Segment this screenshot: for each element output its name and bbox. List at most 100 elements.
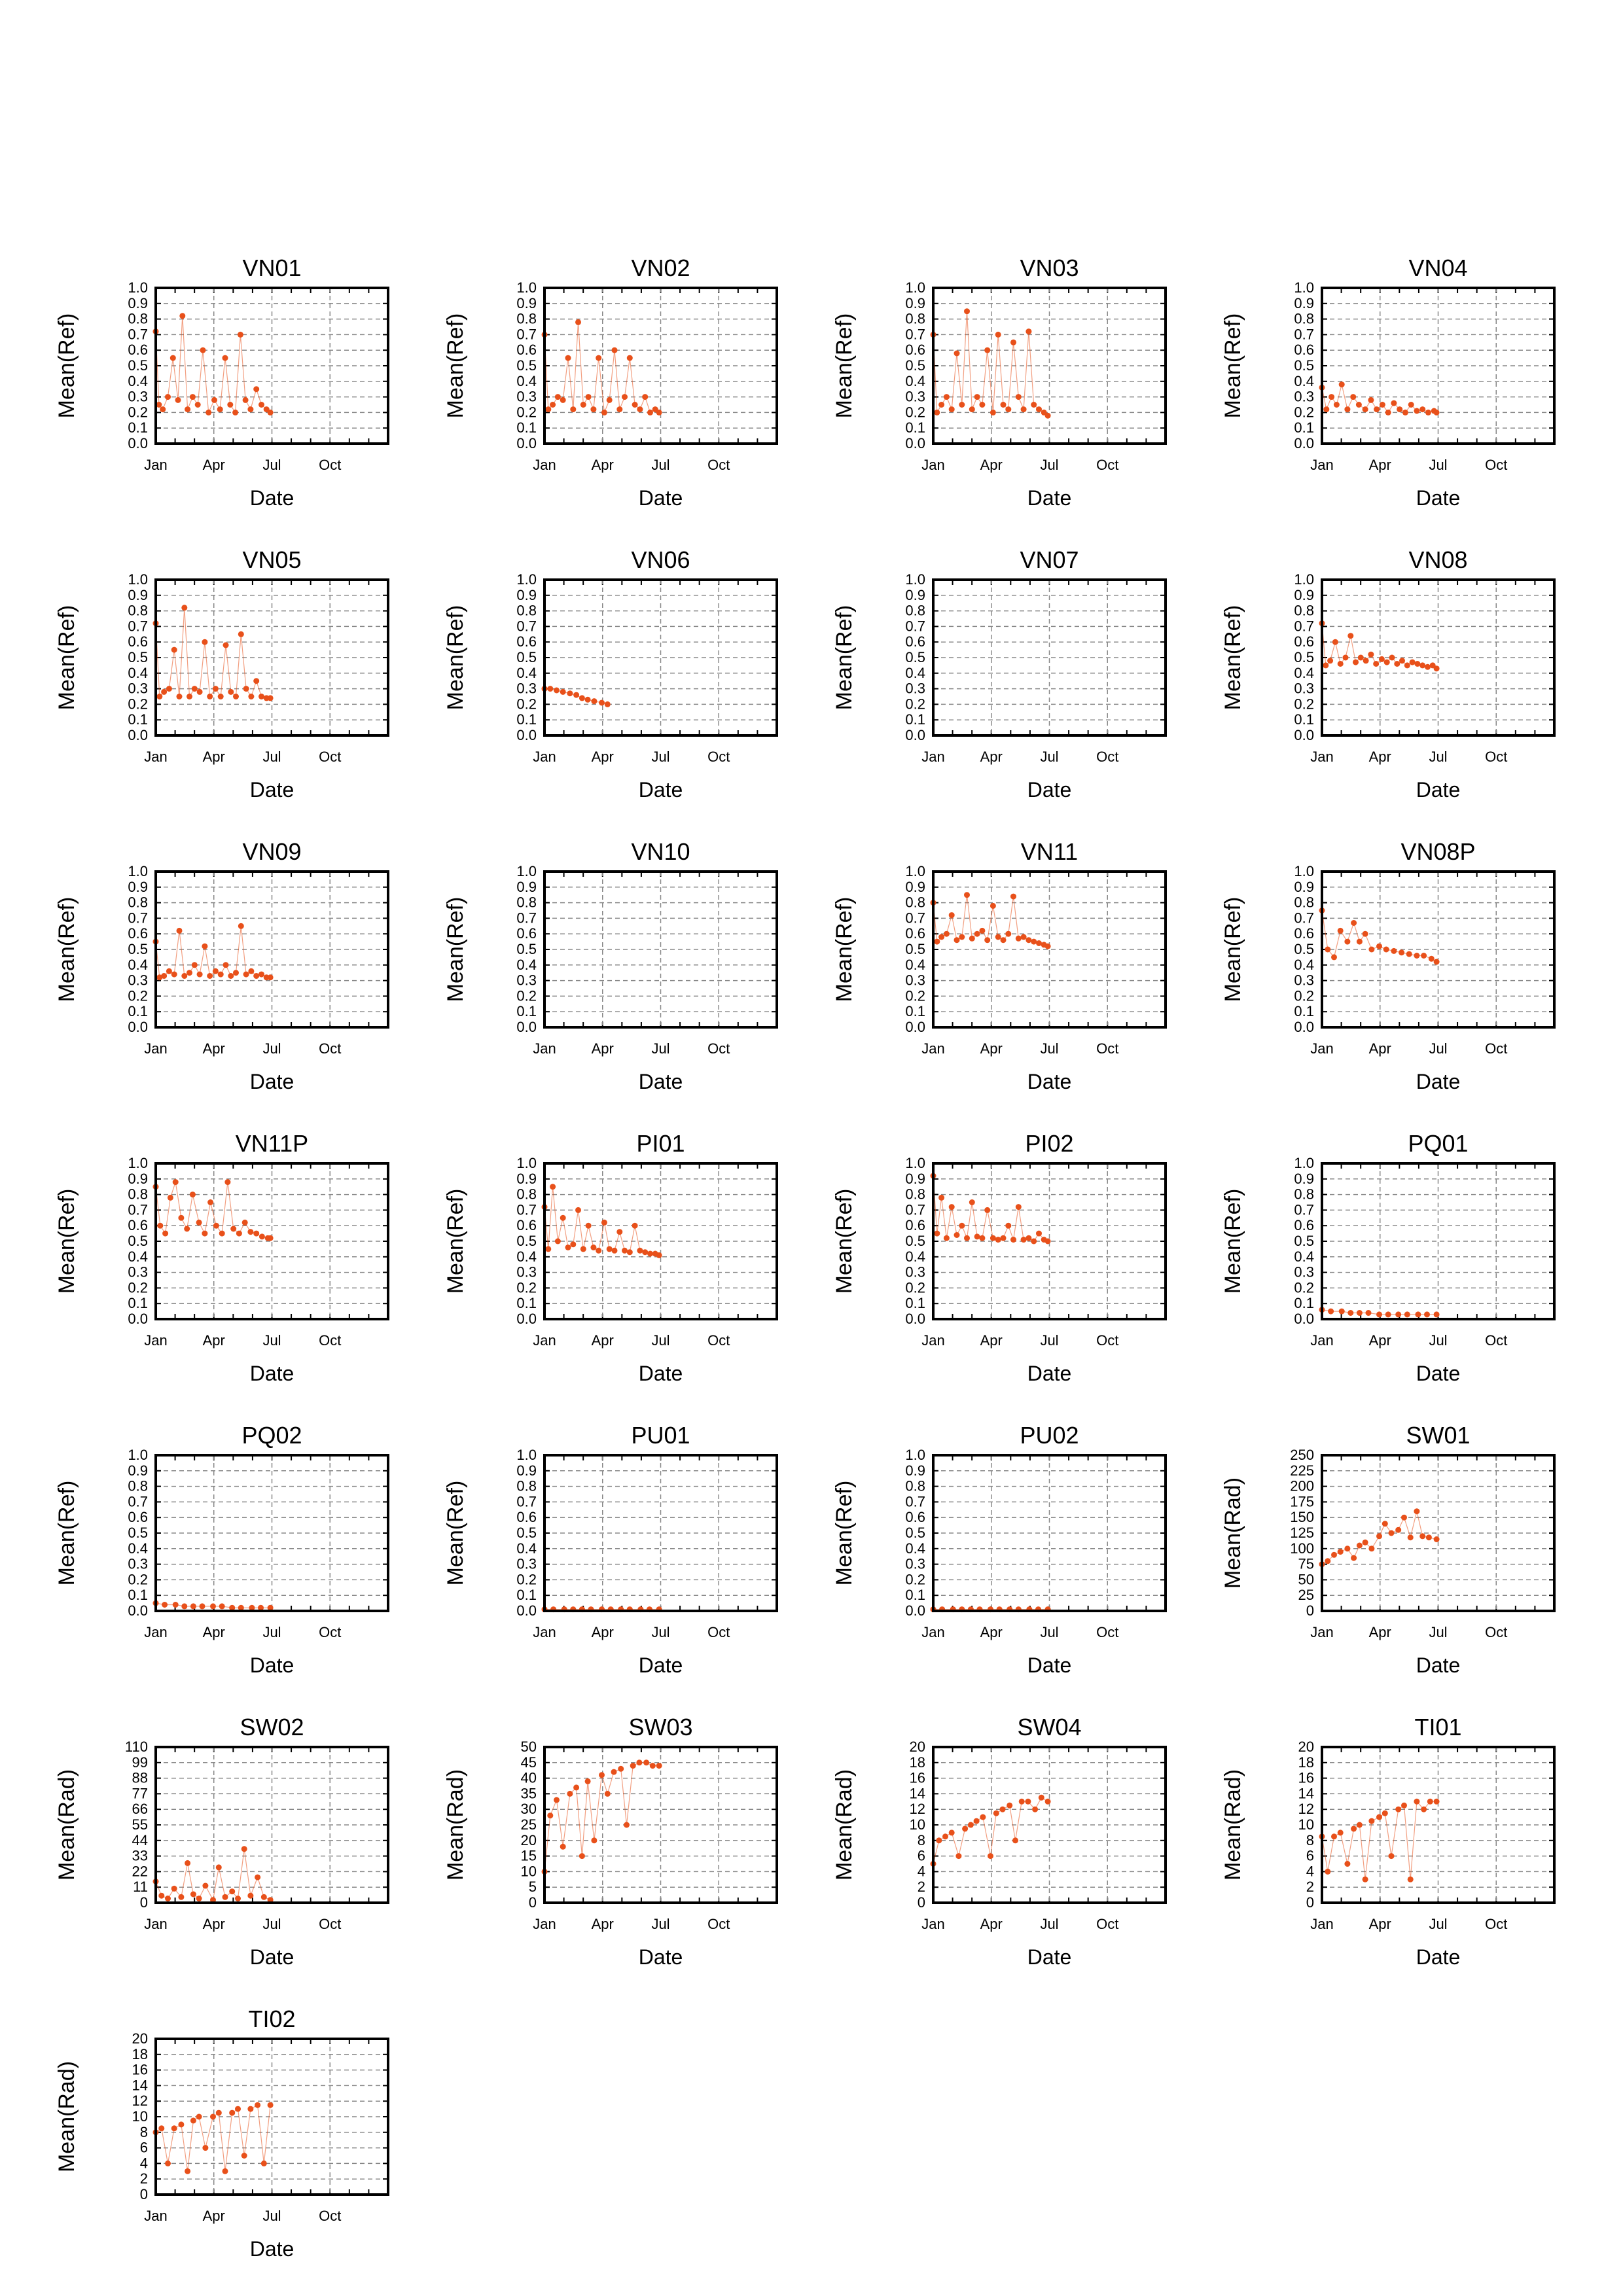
data-point xyxy=(189,394,196,400)
x-tick-label: Jan xyxy=(144,1332,167,1349)
x-axis-label: Date xyxy=(1416,486,1461,510)
y-tick-label: 0.1 xyxy=(128,711,148,728)
data-point xyxy=(616,1229,623,1235)
y-tick-label: 0.4 xyxy=(516,1248,537,1265)
data-point xyxy=(943,394,950,400)
data-point xyxy=(626,355,633,361)
y-tick-label: 0.6 xyxy=(905,925,925,942)
x-axis-label: Date xyxy=(1027,778,1072,802)
x-tick-label: Jul xyxy=(1429,1624,1447,1640)
data-point xyxy=(1401,1514,1407,1521)
x-tick-label: Jan xyxy=(1310,1916,1333,1932)
data-point xyxy=(156,974,163,981)
y-tick-label: 0.9 xyxy=(1294,879,1314,895)
data-point xyxy=(554,394,561,400)
chart-vn11: 0.00.10.20.30.40.50.60.70.80.91.0 Jan Apr J… xyxy=(832,838,1167,1093)
data-point xyxy=(1389,654,1395,661)
data-point xyxy=(202,1230,208,1237)
y-tick-label: 0.3 xyxy=(128,972,148,989)
chart-title: VN08 xyxy=(1408,546,1467,573)
data-point xyxy=(1351,920,1357,926)
data-point xyxy=(1344,1861,1351,1867)
y-tick-label: 2 xyxy=(1306,1879,1314,1895)
x-tick-label: Jul xyxy=(1040,749,1058,765)
data-point xyxy=(560,1843,566,1850)
y-tick-label: 18 xyxy=(1298,1754,1314,1771)
y-tick-label: 0.2 xyxy=(905,696,925,712)
x-tick-label: Apr xyxy=(1369,1332,1391,1349)
x-axis-label: Date xyxy=(250,778,294,802)
y-tick-label: 0.1 xyxy=(516,1295,537,1311)
plot-frame xyxy=(543,578,778,737)
data-point xyxy=(938,1194,945,1201)
y-tick-label: 1.0 xyxy=(516,279,537,296)
x-tick-label: Jul xyxy=(651,1624,669,1640)
x-tick-label: Oct xyxy=(707,1040,730,1057)
y-tick-label: 0.9 xyxy=(128,587,148,603)
data-point xyxy=(1427,1798,1433,1805)
x-tick-label: Jul xyxy=(651,1332,669,1349)
x-tick-label: Jul xyxy=(1429,1040,1447,1057)
data-point xyxy=(560,397,566,403)
data-point xyxy=(1414,661,1421,667)
x-axis-label: Date xyxy=(1027,1362,1072,1385)
data-point xyxy=(1327,658,1334,664)
data-point xyxy=(222,355,228,361)
x-tick-label: Jul xyxy=(262,457,281,473)
y-tick-label: 0.0 xyxy=(1294,435,1314,451)
y-tick-label: 30 xyxy=(521,1801,537,1817)
y-tick-label: 0.8 xyxy=(1294,603,1314,619)
data-point xyxy=(237,331,243,338)
data-point xyxy=(545,1246,552,1252)
data-point xyxy=(938,402,945,408)
y-tick-label: 1.0 xyxy=(516,1447,537,1463)
y-tick-label: 45 xyxy=(521,1754,537,1771)
data-point xyxy=(1351,1826,1357,1832)
data-point xyxy=(259,402,264,408)
data-point xyxy=(267,695,274,701)
data-point xyxy=(1362,1876,1368,1882)
data-point xyxy=(213,1222,219,1229)
y-tick-label: 0.1 xyxy=(1294,1295,1314,1311)
data-point xyxy=(222,2168,228,2174)
data-point xyxy=(1419,1533,1426,1540)
y-tick-label: 0.9 xyxy=(1294,295,1314,311)
data-point xyxy=(235,2106,241,2112)
y-tick-label: 0.8 xyxy=(1294,311,1314,327)
y-tick-label: 75 xyxy=(1298,1556,1314,1572)
y-tick-label: 50 xyxy=(1298,1571,1314,1587)
data-point xyxy=(158,2125,165,2132)
y-tick-label: 0.1 xyxy=(905,1003,925,1019)
x-tick-label: Apr xyxy=(592,1624,614,1640)
y-tick-label: 0.3 xyxy=(905,972,925,989)
data-point xyxy=(1338,1308,1345,1315)
y-tick-label: 0.8 xyxy=(516,311,537,327)
data-point xyxy=(596,1247,602,1254)
data-point xyxy=(580,402,586,408)
data-point xyxy=(656,1763,662,1769)
data-point xyxy=(1344,406,1351,413)
y-tick-label: 0.0 xyxy=(905,727,925,743)
data-point xyxy=(1347,633,1354,639)
y-tick-label: 0.0 xyxy=(516,1019,537,1035)
x-tick-label: Jan xyxy=(1310,1040,1333,1057)
x-axis-label: Date xyxy=(250,1070,294,1093)
x-tick-label: Jan xyxy=(144,1624,167,1640)
y-tick-label: 0.9 xyxy=(1294,587,1314,603)
data-point xyxy=(181,605,188,611)
series-line xyxy=(1321,384,1437,414)
y-tick-label: 88 xyxy=(132,1770,148,1786)
x-tick-label: Apr xyxy=(1369,1040,1391,1057)
data-point xyxy=(988,1853,993,1860)
chart-title: VN03 xyxy=(1020,255,1079,281)
y-tick-label: 0 xyxy=(140,1894,148,1911)
x-tick-label: Oct xyxy=(1096,749,1118,765)
data-point xyxy=(632,1222,638,1229)
data-point xyxy=(1323,406,1330,413)
y-tick-label: 0.2 xyxy=(905,1279,925,1296)
data-point xyxy=(547,1812,554,1819)
x-tick-label: Jul xyxy=(1040,1040,1058,1057)
data-point xyxy=(161,688,168,695)
data-point xyxy=(995,934,1001,940)
